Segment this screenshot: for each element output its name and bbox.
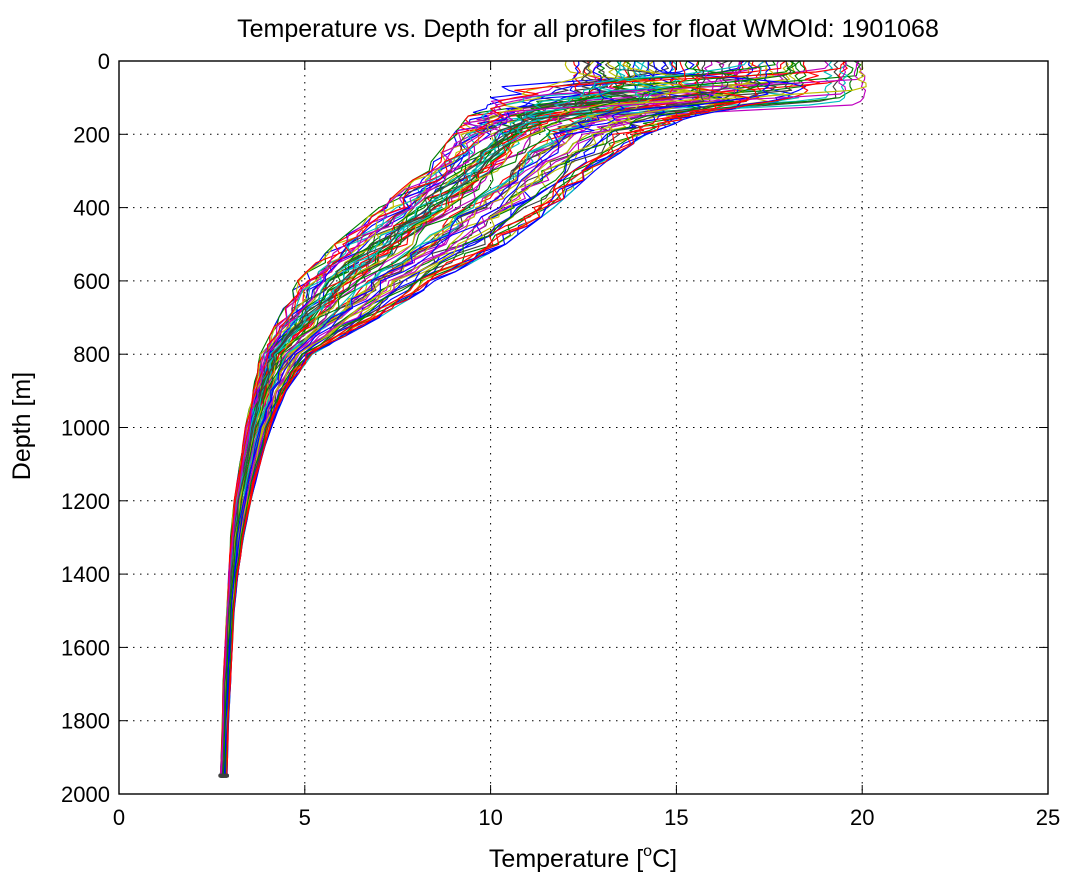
y-tick-label: 600 [73, 269, 110, 294]
x-tick-labels: 0 5 10 15 20 25 [113, 805, 1060, 830]
y-tick-label: 1600 [61, 635, 110, 660]
y-axis-label: Depth [m] [8, 372, 36, 480]
x-tick-label: 5 [299, 805, 311, 830]
axes-frame [118, 60, 1049, 795]
chart-title: Temperature vs. Depth for all profiles f… [237, 15, 939, 43]
x-tick-label: 0 [113, 805, 125, 830]
profile-line [220, 60, 848, 776]
y-tick-labels: 0 200 400 600 800 1000 1200 1400 1600 1800 2000 [61, 49, 110, 807]
profile-line [224, 60, 761, 776]
x-tick-label: 25 [1036, 805, 1060, 830]
y-tick-label: 1200 [61, 489, 110, 514]
profile-line [226, 60, 750, 776]
profile-line [224, 60, 771, 776]
y-tick-label: 1800 [61, 709, 110, 734]
y-tick-label: 0 [98, 49, 110, 74]
x-axis-label: Temperature [oC] [489, 843, 677, 873]
x-tick-label: 15 [664, 805, 688, 830]
y-tick-label: 1400 [61, 562, 110, 587]
y-tick-label: 2000 [61, 782, 110, 807]
y-tick-label: 200 [73, 122, 110, 147]
profile-end-marker [221, 773, 226, 778]
profile-lines [218, 60, 867, 778]
x-tick-label: 10 [478, 805, 502, 830]
y-tick-label: 400 [73, 196, 110, 221]
x-axis-label-main: Temperature [ [489, 845, 643, 873]
profile-end-marker [224, 773, 229, 778]
profile-line [220, 60, 847, 776]
profile-line [221, 61, 706, 776]
x-axis-label-superscript: o [643, 843, 652, 860]
x-tick-label: 20 [850, 805, 874, 830]
x-axis-label-unit: C] [652, 845, 677, 873]
y-tick-label: 800 [73, 342, 110, 367]
y-tick-label: 1000 [61, 416, 110, 441]
profile-line [222, 60, 796, 776]
